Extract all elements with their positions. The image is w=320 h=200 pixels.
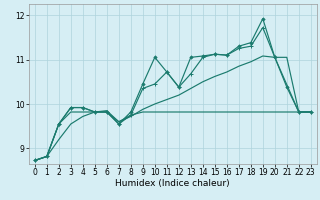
X-axis label: Humidex (Indice chaleur): Humidex (Indice chaleur) [116,179,230,188]
